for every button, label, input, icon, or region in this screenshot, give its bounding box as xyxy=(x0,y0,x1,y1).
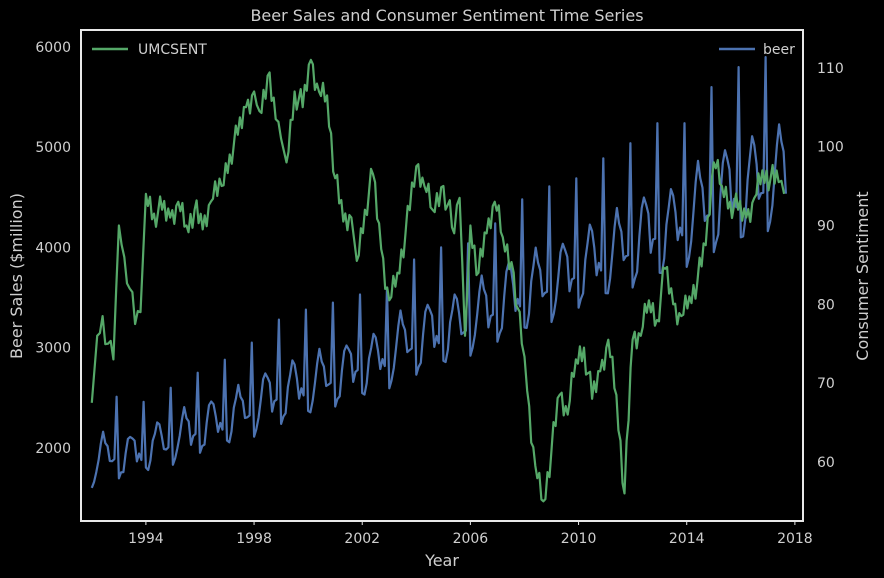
right-y-tick-label: 90 xyxy=(817,218,835,234)
umcsent-line xyxy=(90,58,786,503)
x-tick-label: 2018 xyxy=(777,531,813,547)
legend-umcsent-label: UMCSENT xyxy=(138,42,207,58)
x-tick-label: 2010 xyxy=(561,531,597,547)
umcsent-series xyxy=(90,58,786,503)
right-y-axis-label: Consumer Sentiment xyxy=(853,191,872,360)
left-y-axis-label: Beer Sales ($million) xyxy=(7,193,26,359)
legend-umcsent: UMCSENT xyxy=(92,42,207,58)
beer-line xyxy=(90,56,787,489)
right-y-tick-label: 100 xyxy=(817,140,844,156)
right-y-tick-label: 60 xyxy=(817,455,835,471)
x-tick-label: 2006 xyxy=(453,531,489,547)
x-tick-label: 2014 xyxy=(669,531,705,547)
x-tick-label: 1994 xyxy=(128,531,164,547)
left-y-tick-label: 5000 xyxy=(35,140,71,156)
right-y-tick-label: 80 xyxy=(817,297,835,313)
x-axis-label: Year xyxy=(424,551,459,570)
chart-title: Beer Sales and Consumer Sentiment Time S… xyxy=(250,6,643,25)
beer-series xyxy=(90,56,787,489)
x-axis-ticks: 1994 1998 2002 2006 2010 2014 2018 xyxy=(128,521,813,547)
x-tick-label: 2002 xyxy=(344,531,380,547)
right-y-tick-label: 110 xyxy=(817,61,844,77)
plot-frame xyxy=(80,29,804,522)
left-y-tick-label: 6000 xyxy=(35,40,71,56)
right-y-axis-ticks: 60 70 80 90 100 110 xyxy=(817,61,844,471)
left-y-axis-ticks: 2000 3000 4000 5000 6000 xyxy=(35,40,71,457)
plot-area xyxy=(90,56,787,503)
left-y-tick-label: 4000 xyxy=(35,240,71,256)
left-y-tick-label: 3000 xyxy=(35,341,71,357)
right-y-tick-label: 70 xyxy=(817,376,835,392)
legend-beer: beer xyxy=(719,42,795,58)
legend-beer-label: beer xyxy=(763,42,795,58)
x-tick-label: 1998 xyxy=(236,531,272,547)
left-y-tick-label: 2000 xyxy=(35,441,71,457)
